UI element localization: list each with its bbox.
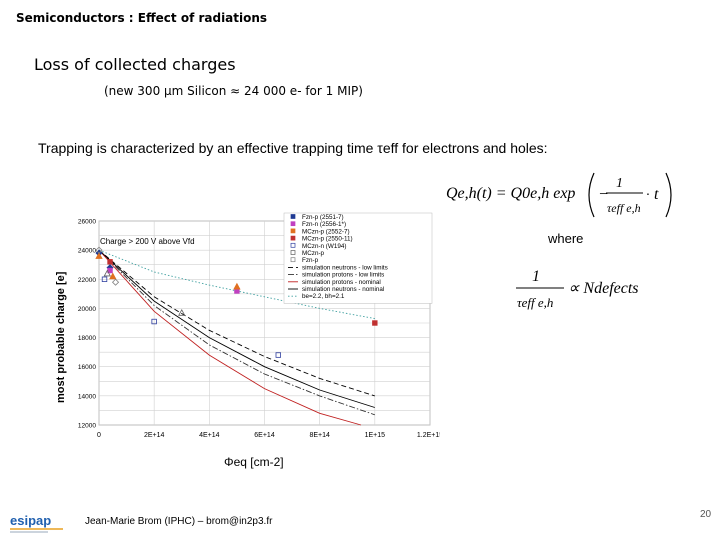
svg-text:−: − <box>598 186 609 203</box>
y-tick-label: 20000 <box>78 306 96 313</box>
legend-entry: MCzn-p <box>302 250 325 257</box>
where-label: where <box>548 231 584 246</box>
legend-entry: Fzn-n (2556-1*) <box>302 221 346 228</box>
y-tick-label: 24000 <box>78 248 96 255</box>
data-point <box>372 320 378 326</box>
data-point <box>95 246 103 254</box>
data-point <box>95 252 103 259</box>
slide-subtitle: (new 300 µm Silicon ≈ 24 000 e- for 1 MI… <box>104 84 363 98</box>
eq2-num: 1 <box>532 268 540 285</box>
legend-entry: be=2.2, bh=2.1 <box>302 293 345 300</box>
legend-marker <box>290 214 296 219</box>
legend-entry: MCzn-p (2550-11) <box>302 236 353 243</box>
eq1-num: 1 <box>616 176 623 191</box>
logo-text: esipap <box>10 513 51 528</box>
y-tick-label: 22000 <box>78 277 96 284</box>
trapping-equation: Qe,h(t) = Q0e,h exp − 1 τeff e,h · t <box>446 172 672 218</box>
data-point <box>109 272 117 280</box>
page-number: 20 <box>700 509 712 520</box>
legend-box <box>283 212 433 304</box>
legend-marker <box>290 250 296 255</box>
legend-marker <box>290 242 296 248</box>
series-line <box>98 249 375 408</box>
series-line <box>98 249 362 426</box>
x-tick-label: 1E+15 <box>365 432 386 439</box>
esipap-logo: esipap <box>10 513 63 533</box>
data-point <box>107 259 113 265</box>
legend-entry: Fzn-p <box>302 257 319 264</box>
data-point <box>275 352 281 358</box>
data-point <box>178 308 186 316</box>
series-line <box>98 249 375 416</box>
legend-entry: simulation protons - nominal <box>302 279 381 286</box>
x-tick-label: 1.2E+15 <box>417 432 440 439</box>
chart-annotation: Charge > 200 V above Vfd <box>100 237 195 246</box>
trapping-text: Trapping is characterized by an effectiv… <box>38 140 548 156</box>
slide-title: Loss of collected charges <box>34 55 236 74</box>
legend-marker <box>290 235 296 241</box>
y-axis-label: most probable charge [e] <box>55 271 67 403</box>
data-point <box>103 269 111 277</box>
trapping-description: is characterized by an effective trappin… <box>92 140 548 156</box>
data-point <box>151 318 157 325</box>
data-point <box>101 276 108 282</box>
trapping-keyword: Trapping <box>38 140 93 156</box>
x-tick-labels: 0 2E+14 4E+14 6E+14 8E+14 1E+15 1.2E+15 <box>97 432 440 439</box>
x-tick-label: 8E+14 <box>309 432 330 439</box>
x-tick-label: 4E+14 <box>199 432 220 439</box>
data-point <box>111 278 120 286</box>
eq1-t: t <box>654 186 659 203</box>
x-tick-label: 6E+14 <box>254 432 275 439</box>
eq1-lhs: Qe,h(t) = Q0e,h exp <box>446 185 575 202</box>
x-tick-label: 2E+14 <box>144 432 165 439</box>
legend-marker <box>290 228 296 234</box>
x-axis-label: Φeq [cm-2] <box>224 455 284 469</box>
y-tick-label: 16000 <box>78 364 96 371</box>
legend-entry: MCzn-p (2552-7) <box>302 228 350 235</box>
legend-entry: simulation neutrons - nominal <box>302 286 384 293</box>
eq2-rhs: ∝ Ndefects <box>568 280 639 297</box>
y-tick-label: 26000 <box>78 219 96 226</box>
chart-legend: Fzn-p (2551-7)Fzn-n (2556-1*)MCzn-p (255… <box>283 212 433 304</box>
eq1-den: τeff e,h <box>607 201 641 215</box>
footer-text: Jean-Marie Brom (IPHC) – brom@in2p3.fr <box>85 516 273 527</box>
y-tick-label: 12000 <box>78 423 96 430</box>
slide-header: Semiconductors : Effect of radiations <box>16 11 268 25</box>
legend-marker <box>290 257 296 263</box>
legend-entry: Fzn-p (2551-7) <box>302 214 344 221</box>
y-tick-labels: 26000 24000 22000 20000 18000 16000 14000 12000 <box>78 219 96 430</box>
data-point <box>233 282 241 290</box>
series-line <box>98 249 375 397</box>
eq2-den: τeff e,h <box>517 295 553 310</box>
x-tick-label: 0 <box>97 432 101 439</box>
y-tick-label: 18000 <box>78 335 96 342</box>
y-tick-label: 14000 <box>78 393 96 400</box>
chart-points <box>95 246 378 358</box>
legend-entry: simulation protons - low limits <box>302 272 384 279</box>
legend-entry: MCzn-n (W194) <box>302 243 346 250</box>
proportionality-equation: 1 τeff e,h ∝ Ndefects <box>516 268 639 310</box>
legend-marker <box>290 221 296 227</box>
svg-text:·: · <box>646 188 650 203</box>
legend-entry: simulation neutrons - low limits <box>302 264 388 271</box>
